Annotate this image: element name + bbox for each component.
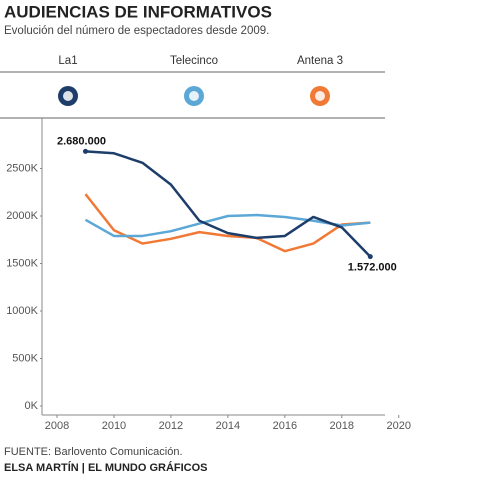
series-line xyxy=(84,193,371,253)
data-label: 2.680.000 xyxy=(57,135,106,147)
y-tick-label: 1500K xyxy=(6,257,38,269)
legend-label: Antena 3 xyxy=(297,55,343,67)
data-label: 1.572.000 xyxy=(348,262,397,274)
chart-title: AUDIENCIAS DE INFORMATIVOS xyxy=(4,2,272,21)
channel-logo-inner xyxy=(189,91,199,101)
x-tick-label: 2018 xyxy=(330,420,354,432)
chart-subtitle: Evolución del número de espectadores des… xyxy=(4,25,269,37)
x-tick-label: 2020 xyxy=(387,420,411,432)
point-marker xyxy=(82,148,88,154)
x-tick-label: 2010 xyxy=(102,420,126,432)
y-tick-label: 500K xyxy=(12,352,38,364)
y-tick-label: 2500K xyxy=(6,162,38,174)
source: FUENTE: Barlovento Comunicación. xyxy=(4,446,183,458)
y-tick-label: 2000K xyxy=(6,210,38,222)
credit: ELSA MARTÍN | EL MUNDO GRÁFICOS xyxy=(4,461,208,474)
y-tick-label: 0K xyxy=(25,400,39,412)
series-line xyxy=(85,150,372,258)
series-line xyxy=(84,213,371,238)
y-tick-label: 1000K xyxy=(6,305,38,317)
legend-label: La1 xyxy=(58,55,77,67)
x-tick-label: 2008 xyxy=(45,420,69,432)
x-tick-label: 2016 xyxy=(273,420,297,432)
channel-logo-inner xyxy=(315,91,325,101)
point-marker xyxy=(367,254,373,260)
x-tick-label: 2014 xyxy=(216,420,240,432)
channel-logo-inner xyxy=(63,91,73,101)
legend-label: Telecinco xyxy=(170,55,218,67)
x-tick-label: 2012 xyxy=(159,420,183,432)
